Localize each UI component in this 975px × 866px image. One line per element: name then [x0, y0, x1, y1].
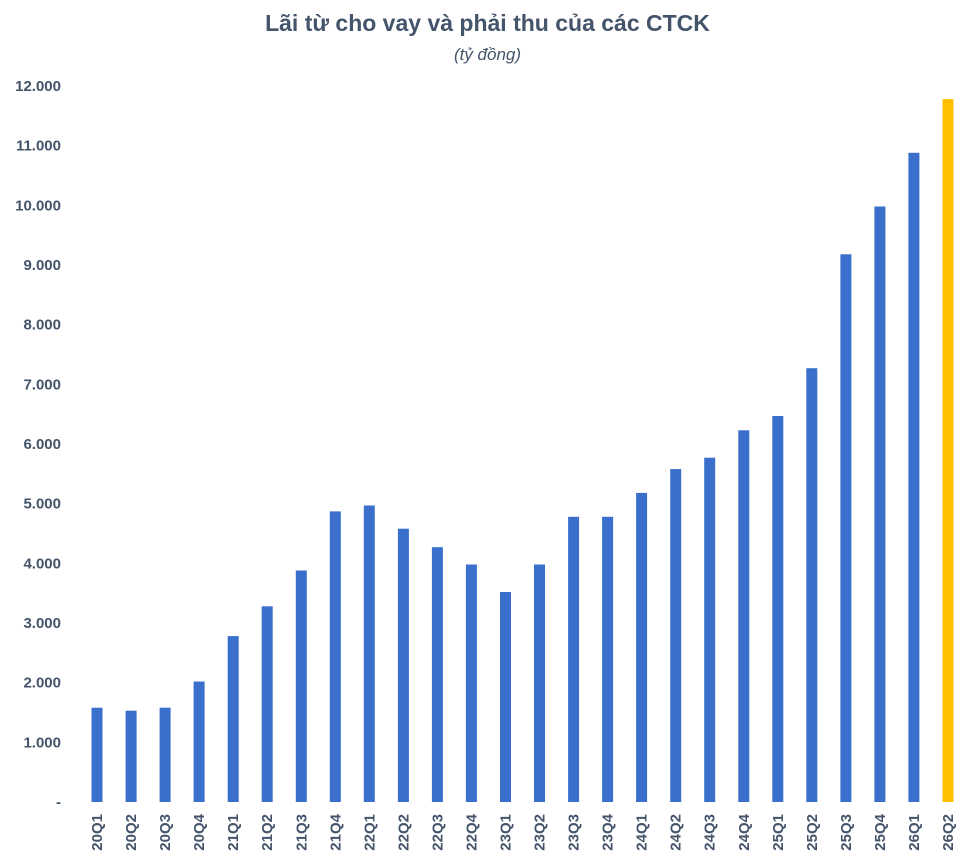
bar-25Q2: [806, 368, 818, 802]
y-tick-label: 10.000: [15, 197, 61, 214]
y-tick-label: 12.000: [15, 78, 61, 95]
bar-20Q3: [159, 707, 171, 802]
bar-22Q4: [465, 564, 477, 802]
bar-23Q4: [602, 516, 614, 802]
x-axis-labels: 20Q1 20Q2 20Q3 20Q4 21Q1 21Q2 21Q3 21Q4 22Q1 22Q2…: [89, 813, 957, 850]
bar-22Q3: [431, 547, 443, 802]
x-tick-label: 21Q4: [327, 813, 344, 850]
bar-24Q1: [636, 492, 648, 802]
y-tick-label: 8.000: [23, 317, 61, 334]
bar-22Q2: [397, 528, 409, 802]
x-tick-label: 20Q3: [157, 814, 174, 851]
x-tick-label: 26Q2: [940, 814, 957, 851]
bar-21Q1: [227, 636, 239, 802]
y-tick-label: 11.000: [16, 138, 61, 155]
x-tick-label: 24Q3: [702, 814, 719, 851]
y-tick-label: 7.000: [23, 376, 61, 393]
x-tick-label: 24Q1: [634, 814, 651, 851]
x-tick-label: 20Q2: [123, 814, 140, 851]
x-tick-label: 23Q4: [600, 813, 617, 850]
y-tick-label: 3.000: [23, 615, 61, 632]
y-tick-label: 6.000: [23, 436, 61, 453]
x-tick-label: 23Q2: [532, 814, 549, 851]
y-tick-label: -: [56, 794, 61, 811]
bar-21Q3: [295, 570, 307, 802]
x-tick-label: 22Q1: [361, 814, 378, 851]
y-tick-label: 9.000: [23, 257, 61, 274]
x-tick-label: 22Q2: [395, 814, 412, 851]
x-tick-label: 22Q4: [463, 813, 480, 850]
x-tick-label: 25Q1: [770, 814, 787, 851]
bar-26Q2: [942, 99, 954, 803]
x-tick-label: 20Q4: [191, 813, 208, 850]
bar-23Q2: [534, 564, 545, 802]
bar-24Q2: [670, 469, 682, 802]
x-tick-label: 25Q2: [804, 814, 821, 851]
x-tick-label: 22Q3: [429, 814, 446, 851]
x-tick-label: 23Q3: [566, 814, 583, 851]
y-tick-label: 4.000: [23, 555, 61, 572]
bar-23Q1: [500, 592, 511, 802]
bar-26Q1: [908, 152, 920, 803]
x-tick-label: 24Q4: [736, 813, 753, 850]
x-tick-label: 24Q2: [668, 814, 685, 851]
bar-20Q2: [125, 710, 137, 802]
x-tick-label: 26Q1: [906, 814, 923, 851]
bar-20Q4: [193, 681, 205, 802]
bar-24Q3: [704, 457, 716, 802]
bar-22Q1: [363, 505, 375, 802]
chart-title: Lãi từ cho vay và phải thu của các CTCK: [265, 10, 710, 36]
bar-25Q1: [772, 416, 784, 802]
x-tick-label: 21Q3: [293, 814, 310, 851]
bar-21Q4: [329, 511, 341, 802]
bar-20Q1: [91, 707, 103, 802]
bar-23Q3: [568, 516, 580, 802]
x-tick-label: 21Q2: [259, 814, 276, 851]
bar-25Q4: [874, 206, 886, 802]
y-tick-label: 2.000: [23, 675, 61, 692]
bar-25Q3: [840, 254, 852, 803]
y-tick-label: 5.000: [23, 496, 61, 513]
bars: [91, 99, 954, 803]
y-tick-label: 1.000: [23, 734, 61, 751]
x-tick-label: 20Q1: [89, 814, 106, 851]
x-tick-label: 21Q1: [225, 814, 242, 851]
chart-subtitle: (tỷ đồng): [453, 45, 522, 64]
x-tick-label: 25Q3: [838, 814, 855, 851]
bar-21Q2: [261, 606, 273, 802]
bar-24Q4: [738, 430, 750, 802]
x-tick-label: 23Q1: [497, 814, 514, 851]
x-tick-label: 25Q4: [872, 813, 889, 850]
y-axis-ticks: - 1.000 2.000 3.000 4.000 5.000 6.000 7.000 8.00…: [15, 78, 61, 811]
